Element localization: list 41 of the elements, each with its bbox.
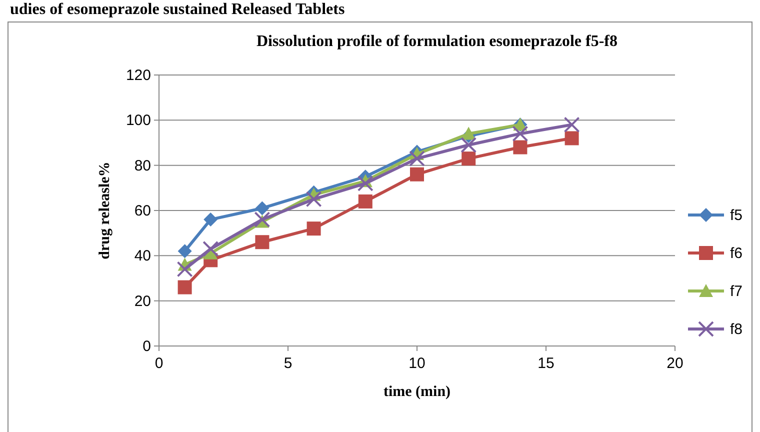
point bbox=[204, 212, 218, 227]
point bbox=[178, 280, 192, 294]
legend-label: f5 bbox=[730, 207, 743, 224]
x-tick-label: 20 bbox=[666, 355, 684, 372]
y-axis-title: drug releasle% bbox=[97, 162, 113, 260]
point bbox=[564, 131, 579, 146]
text: udies of esomeprazole sustained Released Tablets bbox=[10, 1, 345, 18]
point bbox=[176, 261, 193, 278]
point bbox=[254, 212, 270, 228]
x-tick-label: 15 bbox=[538, 355, 554, 372]
point bbox=[409, 150, 425, 167]
point bbox=[306, 222, 321, 236]
y-tick-label: 0 bbox=[142, 338, 151, 355]
y-tick-label: 100 bbox=[126, 112, 151, 130]
chart-title: Dissolution profile of formulation esomeprazole f5-f8 bbox=[256, 33, 618, 50]
point bbox=[460, 137, 477, 154]
y-tick-label: 120 bbox=[126, 67, 151, 84]
y-tick-label: 60 bbox=[134, 202, 151, 220]
point bbox=[513, 140, 528, 154]
point bbox=[306, 191, 322, 208]
point bbox=[410, 167, 424, 182]
legend-label: f7 bbox=[730, 283, 743, 300]
y-tick-label: 80 bbox=[134, 157, 151, 174]
x-tick-label: 0 bbox=[154, 355, 164, 372]
point bbox=[357, 175, 374, 192]
y-tick-label: 40 bbox=[134, 248, 151, 265]
x-tick-label: 10 bbox=[408, 355, 426, 372]
point bbox=[462, 152, 476, 166]
y-tick-label: 20 bbox=[134, 292, 151, 310]
legend-label: f8 bbox=[730, 321, 743, 338]
point bbox=[358, 194, 372, 208]
point bbox=[255, 201, 270, 216]
point bbox=[255, 235, 270, 250]
x-tick-label: 5 bbox=[284, 355, 292, 372]
point bbox=[512, 126, 528, 142]
x-axis-title: time (min) bbox=[383, 384, 451, 400]
point bbox=[462, 126, 476, 140]
point bbox=[202, 240, 219, 257]
point bbox=[564, 116, 580, 133]
legend-label: f6 bbox=[730, 245, 743, 262]
point bbox=[178, 244, 192, 258]
